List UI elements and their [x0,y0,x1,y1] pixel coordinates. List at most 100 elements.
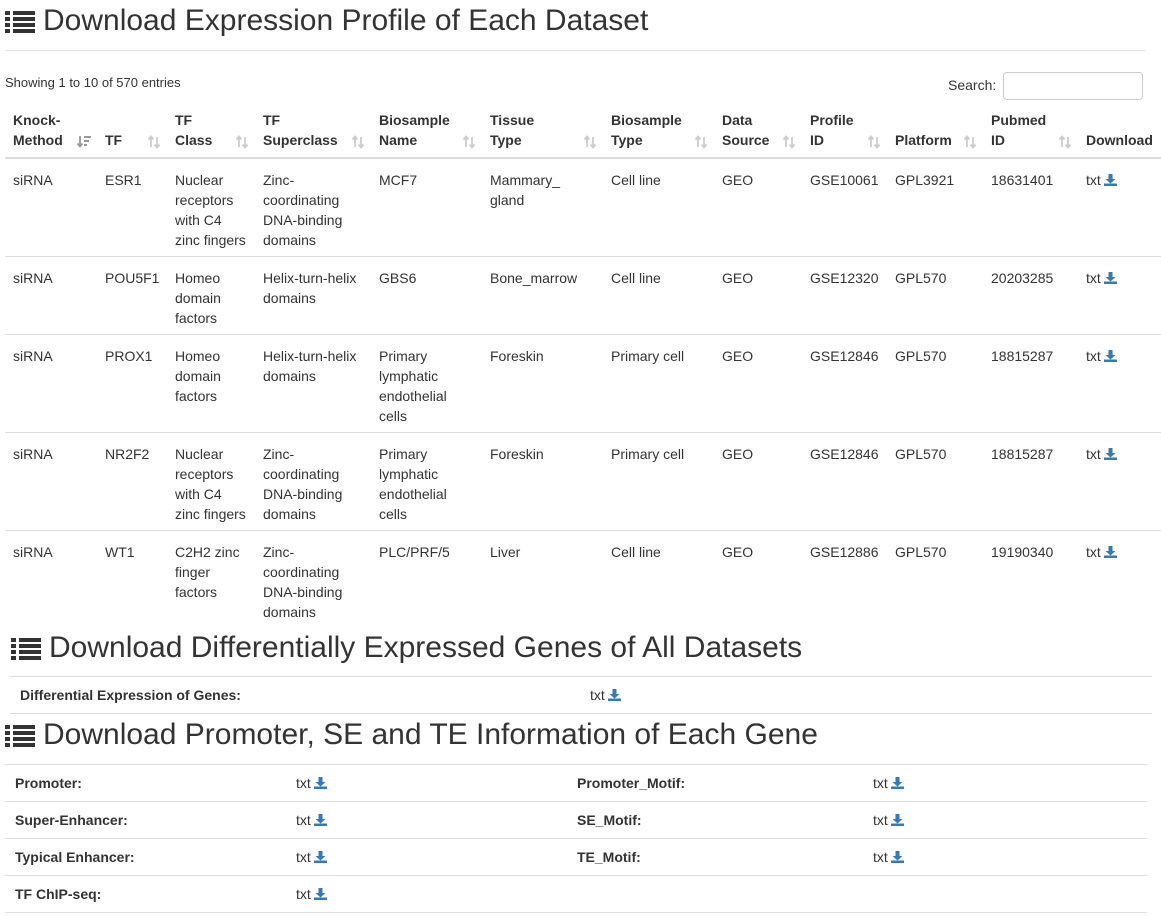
column-header-label: Name [379,132,418,148]
column-header[interactable]: TF Class [167,110,255,159]
section-title-text: Download Differentially Expressed Genes … [49,631,803,664]
download-link[interactable]: txt [863,764,1147,802]
table-cell: Primary cell [603,334,714,433]
table-cell: Helix-turn-helix domains [255,256,371,335]
table-cell: GEO [714,530,802,628]
sort-desc-icon[interactable] [77,135,91,149]
column-header[interactable]: Profile ID [802,110,887,159]
download-icon [890,777,904,789]
column-header-label: Pubmed [991,112,1047,128]
table-cell: GPL3921 [895,172,955,188]
download-link[interactable]: txt [1078,158,1161,257]
column-header[interactable]: Biosample Type [603,110,714,159]
list-icon [5,723,35,747]
table-row: siRNA ESR1 Nuclear receptors with C4 zinc … [5,158,1161,257]
download-link[interactable]: txt [1078,432,1161,531]
column-header-label: Platform [895,132,952,148]
download-link[interactable]: txt [286,875,567,913]
table-cell: Primary cell [603,432,714,531]
table-info: Showing 1 to 10 of 570 entries [5,75,181,90]
table-cell: siRNA [5,334,97,433]
table-cell: Zinc-coordinating DNA-binding domains [255,432,371,531]
expression-table: Knock- Method TF TF Class TF Superclass Biosamp… [5,110,1161,628]
column-header[interactable]: TF [97,110,167,159]
table-cell: Zinc-coordinating DNA-binding domains [255,530,371,628]
table-cell: GSE10061 [810,172,879,188]
table-cell: Nuclear receptors with C4 zinc fingers [167,432,255,531]
download-icon [1103,272,1117,284]
download-link[interactable]: txt [863,801,1147,839]
column-header[interactable]: Knock- Method [5,110,97,159]
column-header-label: Source [722,132,770,148]
column-header[interactable]: Biosample Name [371,110,482,159]
column-header[interactable]: Pubmed ID [983,110,1078,159]
download-link[interactable]: txt [286,764,567,802]
deg-download-link[interactable]: txt [580,676,1152,714]
table-cell: siRNA [5,256,97,335]
column-header-label: Biosample [611,112,682,128]
table-cell: Cell line [603,256,714,335]
column-header[interactable]: Tissue Type [482,110,603,159]
column-header[interactable]: Data Source [714,110,802,159]
table-row: TF ChIP-seq: txt [5,875,1147,913]
sort-icon[interactable] [147,135,161,149]
table-row: Promoter: txt Promoter_Motif: txt [5,764,1147,802]
download-link[interactable]: txt [1078,334,1161,433]
column-header-label: Class [175,132,213,148]
section-title-expression: Download Expression Profile of Each Data… [5,4,648,38]
download-link[interactable]: txt [286,801,567,839]
sort-icon[interactable] [963,135,977,149]
table-cell: Homeo domain factors [167,256,255,335]
sort-icon[interactable] [351,135,365,149]
table-row: siRNA WT1 C2H2 zinc finger factors Zinc-coo… [5,530,1161,628]
table-cell: siRNA [13,172,53,188]
table-cell: GPL570 [887,432,983,531]
table-cell: siRNA [5,530,97,628]
table-row: Differential Expression of Genes: txt [10,676,1152,714]
column-header-label: Tissue [490,112,535,128]
table-row: Typical Enhancer: txt TE_Motif: txt [5,838,1147,876]
file-label [567,875,863,913]
sort-icon[interactable] [1058,135,1072,149]
table-cell: GEO [714,432,802,531]
download-icon [313,851,327,863]
sort-icon[interactable] [782,135,796,149]
download-icon [890,851,904,863]
download-link[interactable]: txt [1078,530,1161,628]
column-header-label: ID [991,132,1005,148]
list-icon [11,636,41,660]
sort-icon[interactable] [694,135,708,149]
table-cell: Nuclear receptors with C4 zinc fingers [175,172,246,248]
download-link[interactable]: txt [286,838,567,876]
sort-icon[interactable] [583,135,597,149]
table-cell: GSE12886 [802,530,887,628]
column-header[interactable]: TF Superclass [255,110,371,159]
sort-icon[interactable] [235,135,249,149]
download-link[interactable]: txt [863,838,1147,876]
column-header: Download [1078,110,1161,159]
regulatory-table: Promoter: txt Promoter_Motif: txt Super-Enha… [5,764,1147,913]
list-icon [5,9,35,33]
file-label: Super-Enhancer: [5,801,286,839]
download-icon [313,814,327,826]
download-icon [1103,350,1117,362]
table-cell: 18631401 [991,172,1054,188]
section-title-text: Download Expression Profile of Each Data… [43,4,649,37]
search-input[interactable] [1003,72,1143,100]
table-cell: GPL570 [887,530,983,628]
table-cell: Helix-turn-helix domains [255,334,371,433]
download-link[interactable]: txt [1078,256,1161,335]
table-cell: GSE12846 [802,334,887,433]
sort-icon[interactable] [462,135,476,149]
table-cell: Foreskin [482,334,603,433]
column-header-label: Knock- [13,112,61,128]
sort-icon[interactable] [867,135,881,149]
table-cell: Cell line [603,530,714,628]
deg-table: Differential Expression of Genes: txt [10,676,1152,714]
column-header[interactable]: Platform [887,110,983,159]
table-row: siRNA POU5F1 Homeo domain factors Helix-tur… [5,256,1161,335]
table-cell: Mammary_ gland [490,172,561,208]
column-header-label: ID [810,132,824,148]
table-cell: GSE12320 [802,256,887,335]
column-header-label: TF [105,132,123,148]
